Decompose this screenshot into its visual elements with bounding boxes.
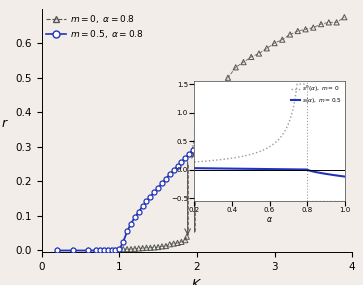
Point xyxy=(225,116,231,120)
Point xyxy=(117,247,122,252)
Point xyxy=(113,248,118,253)
Point xyxy=(303,27,309,32)
Point xyxy=(132,215,138,220)
Point xyxy=(117,248,122,252)
Point xyxy=(140,204,146,209)
Point xyxy=(54,248,60,253)
Point xyxy=(190,148,196,152)
Point xyxy=(182,238,188,243)
Point xyxy=(128,221,134,226)
Point xyxy=(209,93,215,97)
Point xyxy=(147,245,153,250)
Point xyxy=(159,244,165,249)
Point xyxy=(132,247,138,251)
Point xyxy=(182,156,188,160)
Point xyxy=(105,248,111,253)
Point xyxy=(179,160,184,164)
Point xyxy=(124,229,130,234)
Point xyxy=(151,245,157,250)
Legend: $m=0,\; \alpha=0.8$, $m=0.5,\; \alpha=0.8$: $m=0,\; \alpha=0.8$, $m=0.5,\; \alpha=0.… xyxy=(46,13,143,40)
Point xyxy=(136,246,142,251)
Point xyxy=(184,234,190,239)
Point xyxy=(159,181,165,186)
Point xyxy=(163,244,169,248)
Point xyxy=(272,41,277,45)
Point xyxy=(295,29,301,33)
Point xyxy=(101,248,107,253)
Point xyxy=(225,76,231,80)
Point xyxy=(342,15,347,19)
Point xyxy=(93,248,99,253)
Point xyxy=(97,248,103,253)
Point xyxy=(194,144,200,148)
Point xyxy=(233,65,238,70)
Legend: $s^0(\alpha),\; m=0$, $s(\alpha),\; m=0.5$: $s^0(\alpha),\; m=0$, $s(\alpha),\; m=0.… xyxy=(291,84,342,105)
Point xyxy=(202,117,208,121)
Point xyxy=(280,37,285,42)
Point xyxy=(256,51,262,56)
Point xyxy=(70,248,76,253)
Point xyxy=(151,190,157,195)
Point xyxy=(140,246,146,250)
Y-axis label: $r$: $r$ xyxy=(0,117,8,131)
Point xyxy=(194,124,200,128)
Point xyxy=(326,20,332,25)
Point xyxy=(163,176,169,181)
Point xyxy=(179,240,184,244)
Point xyxy=(144,245,150,250)
X-axis label: $K$: $K$ xyxy=(191,278,203,285)
Point xyxy=(101,248,107,253)
Point xyxy=(241,60,246,64)
Point xyxy=(120,240,126,244)
Point xyxy=(124,247,130,251)
Point xyxy=(175,241,180,245)
Point xyxy=(105,248,111,253)
Point xyxy=(109,248,114,253)
Point xyxy=(248,55,254,59)
Point xyxy=(167,172,173,177)
Point xyxy=(209,129,215,134)
Point xyxy=(128,247,134,251)
Point xyxy=(287,32,293,37)
Point xyxy=(136,209,142,214)
Point xyxy=(144,199,150,204)
Point xyxy=(85,248,91,253)
X-axis label: $\alpha$: $\alpha$ xyxy=(266,215,273,223)
Point xyxy=(97,248,103,253)
Point xyxy=(217,89,223,94)
Point xyxy=(189,151,195,156)
Point xyxy=(155,185,161,190)
Point xyxy=(54,248,60,253)
Point xyxy=(217,122,223,127)
Point xyxy=(167,242,173,247)
Point xyxy=(202,136,208,141)
Point xyxy=(264,46,270,50)
Point xyxy=(334,20,339,25)
Point xyxy=(171,168,176,173)
Point xyxy=(318,22,324,27)
Point xyxy=(120,247,126,251)
Point xyxy=(171,241,176,246)
Point xyxy=(147,194,153,199)
Point xyxy=(186,152,192,156)
Point xyxy=(175,164,180,168)
Point xyxy=(113,248,118,253)
Point xyxy=(93,248,99,253)
Point xyxy=(155,245,161,249)
Point xyxy=(85,248,91,253)
Point xyxy=(70,248,76,253)
Point xyxy=(109,248,114,253)
Point xyxy=(310,25,316,30)
